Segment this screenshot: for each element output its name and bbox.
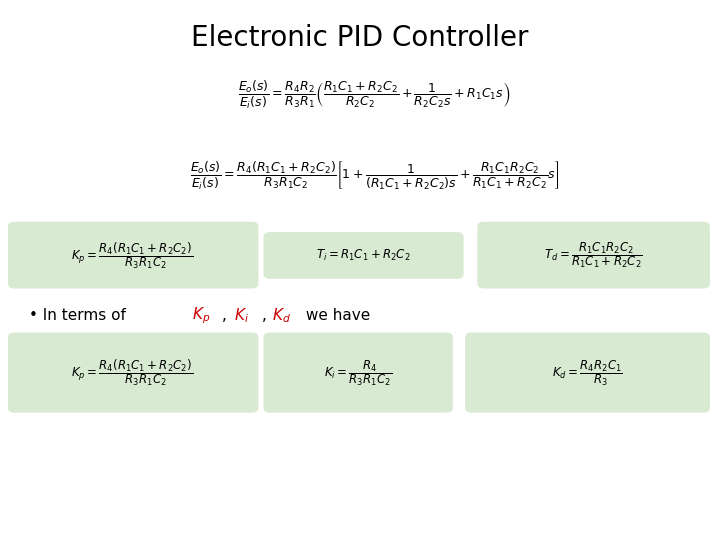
Text: $K_i$: $K_i$: [234, 307, 249, 325]
Text: $K_d$: $K_d$: [272, 307, 291, 325]
FancyBboxPatch shape: [478, 222, 709, 288]
Text: • In terms of: • In terms of: [29, 308, 130, 323]
Text: ,: ,: [261, 308, 266, 323]
Text: $\dfrac{E_o(s)}{E_i(s)} = \dfrac{R_4(R_1 C_1 + R_2 C_2)}{R_3 R_1 C_2} \left[ 1 +: $\dfrac{E_o(s)}{E_i(s)} = \dfrac{R_4(R_1…: [190, 159, 559, 192]
Text: $T_d = \dfrac{R_1 C_1 R_2 C_2}{R_1 C_1 + R_2 C_2}$: $T_d = \dfrac{R_1 C_1 R_2 C_2}{R_1 C_1 +…: [544, 240, 643, 271]
Text: $K_p = \dfrac{R_4(R_1 C_1 + R_2 C_2)}{R_3 R_1 C_2}$: $K_p = \dfrac{R_4(R_1 C_1 + R_2 C_2)}{R_…: [71, 357, 193, 388]
FancyBboxPatch shape: [9, 222, 258, 288]
Text: $K_p$: $K_p$: [192, 306, 210, 326]
Text: $K_p = \dfrac{R_4(R_1 C_1 + R_2 C_2)}{R_3 R_1 C_2}$: $K_p = \dfrac{R_4(R_1 C_1 + R_2 C_2)}{R_…: [71, 240, 193, 271]
FancyBboxPatch shape: [466, 333, 709, 412]
Text: $K_d = \dfrac{R_4 R_2 C_1}{R_3}$: $K_d = \dfrac{R_4 R_2 C_1}{R_3}$: [552, 357, 623, 388]
Text: $\dfrac{E_o(s)}{E_i(s)} = \dfrac{R_4 R_2}{R_3 R_1} \left( \dfrac{R_1 C_1 + R_2 C: $\dfrac{E_o(s)}{E_i(s)} = \dfrac{R_4 R_2…: [238, 78, 510, 111]
Text: we have: we have: [301, 308, 370, 323]
FancyBboxPatch shape: [264, 333, 452, 412]
Text: $T_i = R_1 C_1 + R_2 C_2$: $T_i = R_1 C_1 + R_2 C_2$: [316, 248, 411, 263]
FancyBboxPatch shape: [9, 333, 258, 412]
Text: ,: ,: [222, 308, 227, 323]
FancyBboxPatch shape: [264, 233, 463, 278]
Text: Electronic PID Controller: Electronic PID Controller: [192, 24, 528, 52]
Text: $K_i = \dfrac{R_4}{R_3 R_1 C_2}$: $K_i = \dfrac{R_4}{R_3 R_1 C_2}$: [324, 357, 392, 388]
